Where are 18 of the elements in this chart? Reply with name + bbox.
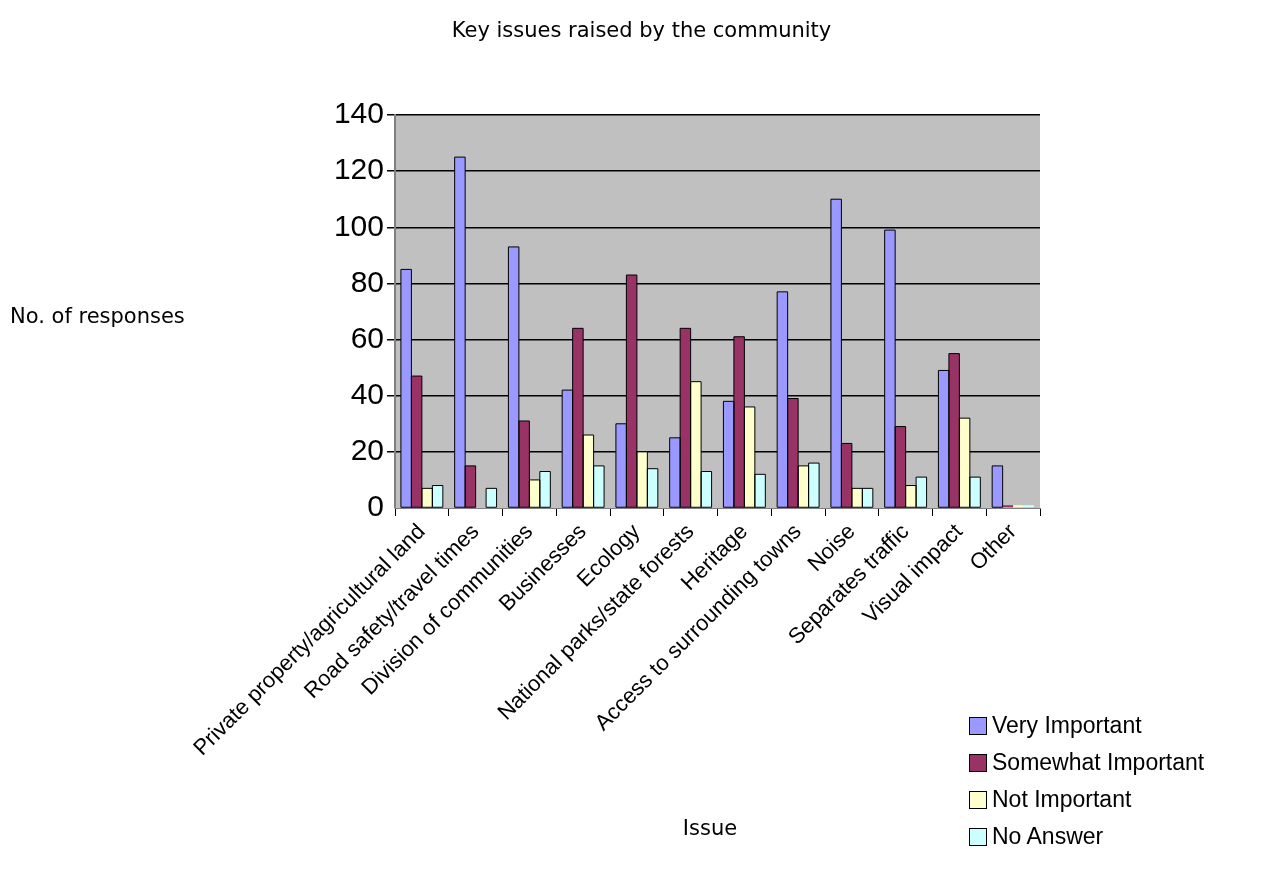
bar xyxy=(1002,505,1014,508)
chart-title: Key issues raised by the community xyxy=(450,18,833,42)
legend-label: Not Important xyxy=(992,786,1132,813)
x-axis-title: Issue xyxy=(681,816,739,840)
legend-label: Somewhat Important xyxy=(992,749,1205,776)
y-tick-label: 20 xyxy=(350,433,384,467)
y-tick-label: 100 xyxy=(333,208,384,242)
y-tick-label: 60 xyxy=(350,320,384,354)
y-tick-label: 0 xyxy=(367,489,384,523)
y-tick-label: 80 xyxy=(350,264,384,298)
bar xyxy=(1023,505,1035,508)
legend-label: Very Important xyxy=(992,712,1142,739)
y-tick-label: 40 xyxy=(350,376,384,410)
y-tick-label: 120 xyxy=(333,152,384,186)
y-tick-label: 140 xyxy=(333,96,384,130)
bar xyxy=(1013,505,1024,508)
legend-label: No Answer xyxy=(992,823,1104,850)
y-axis-title: No. of responses xyxy=(10,304,185,328)
